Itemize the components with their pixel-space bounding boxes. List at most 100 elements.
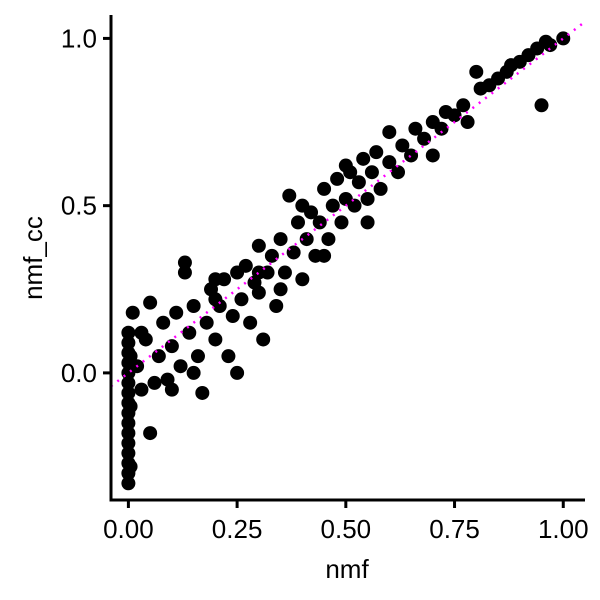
point (234, 292, 249, 307)
x-axis-title: nmf (325, 554, 369, 584)
point (338, 158, 353, 173)
point (182, 325, 197, 340)
y-tick-label: 0.5 (61, 191, 97, 221)
point (225, 309, 240, 324)
point (195, 385, 210, 400)
point (382, 125, 397, 140)
point (408, 121, 423, 136)
point (447, 108, 462, 123)
point (199, 315, 214, 330)
y-tick-label: 0.0 (61, 358, 97, 388)
point (351, 175, 366, 190)
y-tick-label: 1.0 (61, 23, 97, 53)
point (364, 165, 379, 180)
point (391, 165, 406, 180)
point (190, 349, 205, 364)
point (121, 375, 136, 390)
point (173, 359, 188, 374)
point (434, 121, 449, 136)
point (121, 416, 136, 431)
point (264, 248, 279, 263)
point (121, 446, 136, 461)
point (121, 476, 136, 491)
point (360, 191, 375, 206)
point (290, 215, 305, 230)
point (221, 349, 236, 364)
x-tick-label: 0.25 (212, 514, 263, 544)
point (360, 215, 375, 230)
point (134, 382, 149, 397)
x-tick-label: 0.00 (103, 514, 154, 544)
point (395, 138, 410, 153)
point (312, 215, 327, 230)
point (251, 265, 266, 280)
point (325, 198, 340, 213)
x-tick-label: 0.75 (429, 514, 480, 544)
point (330, 171, 345, 186)
point (317, 248, 332, 263)
point (373, 181, 388, 196)
point (143, 426, 158, 441)
point (295, 272, 310, 287)
point (299, 232, 314, 247)
point (177, 255, 192, 270)
point (186, 365, 201, 380)
point (121, 436, 136, 451)
point (177, 265, 192, 280)
point (543, 38, 558, 53)
point (251, 238, 266, 253)
point (404, 148, 419, 163)
point (123, 349, 138, 364)
point (134, 325, 149, 340)
point (208, 272, 223, 287)
point (208, 292, 223, 307)
point (334, 215, 349, 230)
point (156, 315, 171, 330)
point (151, 349, 166, 364)
point (321, 232, 336, 247)
point (169, 305, 184, 320)
point (147, 375, 162, 390)
point (425, 148, 440, 163)
point (121, 385, 136, 400)
point (556, 31, 571, 46)
point (121, 325, 136, 340)
point (238, 258, 253, 273)
point (123, 399, 138, 414)
point (469, 64, 484, 79)
reference-line (110, 20, 586, 388)
point (277, 265, 292, 280)
point (123, 459, 138, 474)
point (317, 181, 332, 196)
point (164, 382, 179, 397)
point (256, 332, 271, 347)
point (534, 98, 549, 113)
point (347, 198, 362, 213)
point (295, 198, 310, 213)
point (243, 315, 258, 330)
point (460, 115, 475, 130)
point (208, 332, 223, 347)
point (369, 145, 384, 160)
point (125, 305, 140, 320)
x-tick-label: 1.00 (538, 514, 589, 544)
y-axis-title: nmf_cc (18, 216, 48, 300)
point (164, 339, 179, 354)
point (356, 151, 371, 166)
point (382, 155, 397, 170)
point (273, 282, 288, 297)
point (282, 188, 297, 203)
point (230, 365, 245, 380)
point (273, 232, 288, 247)
point (143, 295, 158, 310)
point (269, 299, 284, 313)
point (417, 131, 432, 146)
point (121, 426, 136, 441)
point (251, 285, 266, 300)
point (121, 335, 136, 350)
x-tick-label: 0.50 (321, 514, 372, 544)
point (456, 98, 471, 113)
point (286, 245, 301, 260)
point (186, 299, 201, 313)
